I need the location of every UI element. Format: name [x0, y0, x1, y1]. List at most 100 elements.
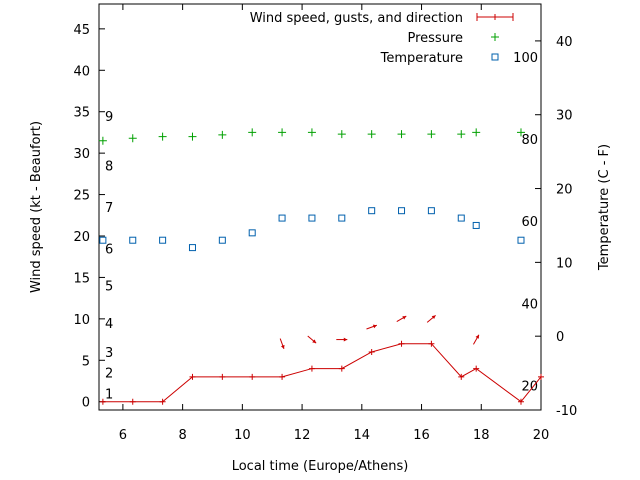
- y2-tick-label: 0: [556, 330, 564, 345]
- wind-speed-point: [189, 373, 196, 380]
- wind-speed-point: [129, 398, 136, 405]
- pressure-point: [397, 130, 406, 139]
- pressure-point: [367, 130, 376, 139]
- pressure-point: [516, 128, 525, 137]
- temperature-point: [278, 214, 286, 222]
- pressure-point: [278, 128, 287, 137]
- pressure-point: [98, 136, 107, 145]
- wind-direction-arrow: [307, 335, 317, 344]
- y-tick-label: 25: [73, 189, 90, 204]
- y2-axis-label: Temperature (C - F): [597, 144, 612, 271]
- pressure-point: [248, 128, 257, 137]
- arrow-head: [280, 344, 285, 349]
- wind-speed-point: [159, 398, 166, 405]
- temperature-point: [129, 236, 137, 244]
- fahrenheit-label: 60: [521, 215, 538, 230]
- temperature-point: [188, 244, 196, 252]
- arrow-head: [312, 339, 317, 344]
- legend-sample-point: [491, 53, 499, 61]
- temperature-point: [159, 236, 167, 244]
- x-tick-label: 14: [354, 428, 371, 443]
- temperature-point: [99, 236, 107, 244]
- wind-speed-point: [219, 373, 226, 380]
- legend-sample-point: [491, 33, 499, 41]
- wind-speed-axis: 0 5 10 15 20 25 30 35 40 45: [73, 23, 105, 411]
- beaufort-label: 8: [105, 160, 113, 175]
- x-tick-label: 6: [119, 428, 127, 443]
- x-tick-label: 8: [178, 428, 186, 443]
- x-tick-label: 20: [533, 428, 550, 443]
- beaufort-scale: 1 2 3 4 5 6 7 8 9: [105, 110, 113, 403]
- x-tick-label: 10: [234, 428, 251, 443]
- arrow-head: [475, 334, 479, 339]
- pressure-point: [427, 130, 436, 139]
- wind-speed-point: [279, 373, 286, 380]
- time-axis: 6 8 10 12 14 16 18 20: [119, 4, 550, 443]
- beaufort-label: 2: [105, 367, 113, 382]
- wind-speed-point: [458, 373, 465, 380]
- wind-speed-point: [368, 349, 375, 355]
- pressure-point: [457, 130, 466, 139]
- wind-speed-point: [398, 340, 405, 347]
- y2-tick-label: 20: [556, 183, 573, 198]
- wind-direction-arrow: [366, 324, 378, 330]
- arrow-head: [372, 324, 377, 329]
- pressure-point: [188, 132, 197, 141]
- pressure-point: [337, 130, 346, 139]
- x-axis-label: Local time (Europe/Athens): [232, 459, 409, 474]
- pressure-point: [472, 128, 481, 137]
- arrow-head: [343, 337, 348, 342]
- fahrenheit-scale: 20 40 60 80 100: [513, 51, 538, 394]
- y2-tick-label: -10: [556, 404, 577, 419]
- temperature-point: [338, 214, 346, 222]
- temperature-point: [517, 236, 525, 244]
- beaufort-label: 4: [105, 317, 113, 332]
- beaufort-label: 9: [105, 110, 113, 125]
- legend-label: Pressure: [407, 31, 463, 46]
- pressure-point: [128, 134, 137, 143]
- pressure-point: [218, 130, 227, 139]
- temperature-point: [457, 214, 465, 222]
- temperature-point: [398, 207, 406, 215]
- fahrenheit-label: 20: [521, 380, 538, 395]
- legend-sample-point: [492, 14, 498, 20]
- fahrenheit-label: 80: [521, 133, 538, 148]
- legend-label: Wind speed, gusts, and direction: [250, 11, 463, 26]
- wind-direction-arrow: [336, 337, 348, 342]
- y-tick-label: 45: [73, 23, 90, 38]
- wind-speed-point: [473, 365, 480, 372]
- series-group: [98, 128, 544, 405]
- temperature-point: [427, 207, 435, 215]
- legend: Wind speed, gusts, and direction Pressure…: [250, 11, 514, 66]
- x-tick-label: 18: [473, 428, 490, 443]
- wind-speed-point: [338, 365, 345, 372]
- legend-label: Temperature: [380, 51, 463, 66]
- y-tick-label: 35: [73, 106, 90, 121]
- pressure-point: [158, 132, 167, 141]
- wind-speed-line: [102, 343, 542, 403]
- wind-direction-arrow: [396, 315, 407, 323]
- y-tick-label: 0: [82, 396, 90, 411]
- wind-direction-arrow: [426, 314, 436, 323]
- y-tick-label: 20: [73, 230, 90, 245]
- arrow-head: [402, 316, 407, 320]
- temperature-point: [248, 229, 256, 237]
- wind-speed-point: [428, 340, 435, 347]
- fahrenheit-label: 40: [521, 298, 538, 313]
- arrow-head: [431, 315, 436, 320]
- fahrenheit-label: 100: [513, 51, 538, 66]
- wind-speed-point: [517, 398, 524, 405]
- beaufort-label: 1: [105, 387, 113, 402]
- x-tick-label: 12: [294, 428, 311, 443]
- plot-frame: [98, 3, 542, 411]
- beaufort-label: 6: [105, 242, 113, 257]
- beaufort-label: 5: [105, 280, 113, 295]
- y-tick-label: 5: [82, 354, 90, 369]
- x-tick-label: 16: [413, 428, 430, 443]
- y2-tick-label: 10: [556, 256, 573, 271]
- wind-speed-point: [249, 373, 256, 380]
- y-tick-label: 30: [73, 147, 90, 162]
- temperature-point: [368, 207, 376, 215]
- y-tick-label: 40: [73, 64, 90, 79]
